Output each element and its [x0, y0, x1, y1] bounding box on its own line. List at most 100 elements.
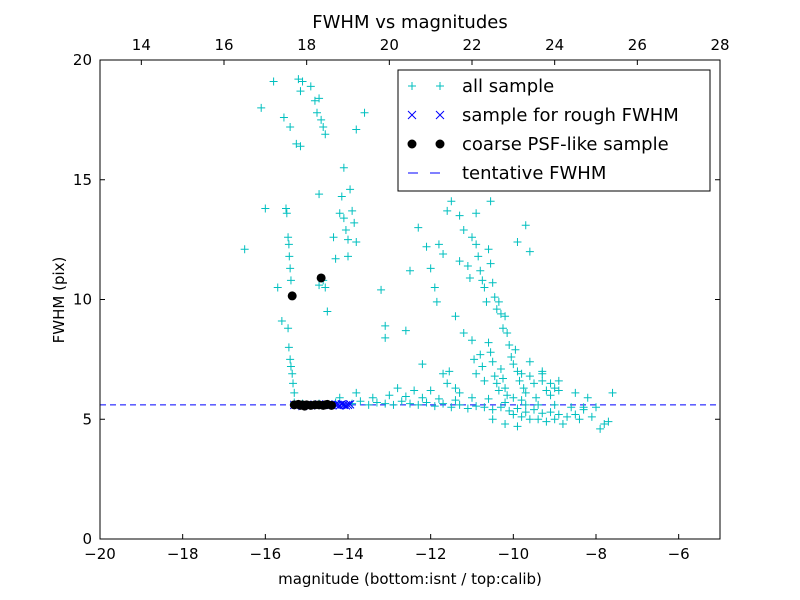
data-point — [294, 75, 303, 84]
data-point — [341, 226, 350, 235]
data-point — [397, 397, 406, 406]
data-point — [451, 396, 460, 405]
y-tick-label: 10 — [73, 291, 92, 309]
data-point — [563, 412, 572, 421]
data-point — [494, 386, 503, 395]
axis-ticks: −20 −18 −16 −14 −12 −10 −8 −6 14 16 18 20 22 24 26 28 0 5… — [73, 36, 730, 563]
data-point — [525, 357, 534, 366]
data-point — [571, 410, 580, 419]
data-point — [488, 405, 497, 414]
data-point — [542, 417, 551, 426]
data-point — [538, 409, 547, 418]
data-point — [486, 197, 495, 206]
data-point — [608, 388, 617, 397]
data-point — [289, 379, 298, 388]
legend-marker — [407, 139, 417, 149]
data-point — [509, 410, 518, 419]
data-point — [372, 398, 381, 407]
data-point — [546, 391, 555, 400]
data-point — [422, 398, 431, 407]
data-point — [352, 388, 361, 397]
data-point — [455, 400, 464, 409]
data-point — [517, 412, 526, 421]
y-tick-label: 20 — [73, 51, 92, 69]
data-point — [476, 350, 485, 359]
data-point — [501, 398, 510, 407]
data-point — [496, 364, 505, 373]
legend-box — [397, 69, 711, 192]
data-point — [554, 410, 563, 419]
x-tick-label: −16 — [250, 545, 282, 563]
legend-label: coarse PSF-like sample — [462, 134, 669, 155]
legend-label: sample for rough FWHM — [462, 105, 679, 126]
data-point — [279, 113, 288, 122]
data-point — [406, 266, 414, 275]
data-point — [515, 376, 524, 385]
data-point — [393, 384, 402, 393]
data-point — [286, 355, 295, 364]
data-point — [463, 261, 472, 270]
data-point — [290, 388, 299, 397]
y-axis-label: FWHM (pix) — [50, 257, 68, 344]
data-point — [587, 412, 596, 421]
data-point — [329, 233, 338, 242]
data-point — [494, 297, 503, 306]
data-point — [282, 204, 290, 213]
data-point — [472, 240, 481, 249]
data-point — [261, 204, 270, 213]
data-point — [277, 317, 286, 326]
data-point — [269, 77, 278, 86]
legend-marker — [435, 139, 445, 149]
data-point — [480, 283, 489, 292]
data-point — [604, 417, 613, 426]
data-point — [455, 388, 464, 397]
legend-marker — [407, 110, 417, 120]
data-point — [286, 264, 295, 273]
data-point — [447, 403, 456, 412]
data-point — [410, 386, 419, 395]
x-tick-label: −10 — [498, 545, 530, 563]
data-point — [285, 252, 294, 261]
data-point — [317, 115, 326, 124]
data-point — [321, 130, 330, 139]
data-point — [484, 394, 493, 403]
top-x-tick-label: 20 — [380, 36, 399, 54]
y-tick-label: 0 — [82, 530, 92, 548]
data-point — [422, 242, 431, 251]
legend: all sample sample for rough FWHM coarse PS… — [397, 69, 711, 192]
data-point — [352, 125, 361, 134]
data-point — [443, 379, 452, 388]
data-point — [335, 209, 344, 218]
data-point — [286, 276, 295, 285]
data-point — [534, 415, 543, 424]
data-point — [345, 400, 355, 409]
data-point — [445, 367, 454, 376]
data-point — [511, 345, 520, 354]
data-point — [315, 281, 324, 290]
chart-title: FWHM vs magnitudes — [312, 12, 507, 33]
y-tick-label: 15 — [73, 171, 92, 189]
x-tick-label: −12 — [415, 545, 447, 563]
data-point — [546, 408, 555, 417]
x-tick-label: −18 — [167, 545, 199, 563]
data-point — [286, 123, 295, 132]
data-point — [284, 233, 293, 242]
data-point — [240, 245, 249, 254]
data-point — [499, 324, 507, 333]
data-point — [350, 218, 359, 227]
data-point — [434, 240, 443, 249]
data-point — [310, 96, 319, 105]
data-point — [360, 108, 369, 117]
data-point — [284, 343, 293, 352]
data-point — [434, 394, 443, 403]
top-x-tick-label: 14 — [132, 36, 151, 54]
data-point — [503, 391, 512, 400]
data-point — [414, 400, 423, 409]
data-point — [364, 400, 373, 409]
data-point — [321, 283, 330, 292]
data-point — [496, 309, 505, 318]
data-point — [482, 297, 491, 306]
data-point — [532, 393, 541, 402]
data-point — [430, 283, 439, 292]
data-point — [313, 108, 321, 117]
